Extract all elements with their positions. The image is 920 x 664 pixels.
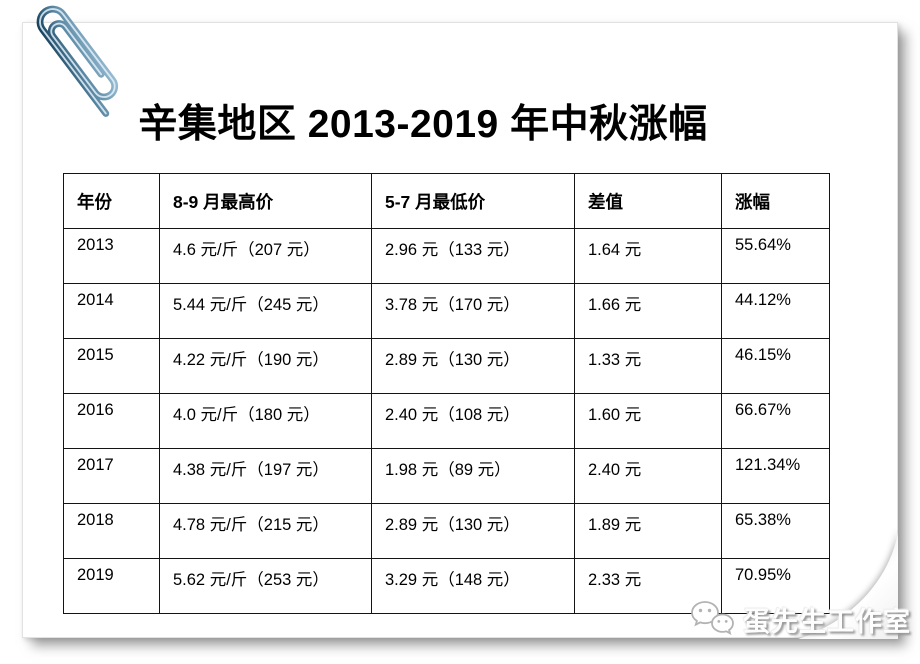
cell-diff: 2.40 元 xyxy=(574,448,722,504)
table-row: 2017 4.38 元/斤（197 元） 1.98 元（89 元） 2.40 元… xyxy=(63,448,830,504)
cell-year: 2018 xyxy=(63,503,160,559)
cell-high: 5.44 元/斤（245 元） xyxy=(159,283,372,339)
cell-pct: 55.64% xyxy=(721,228,830,284)
col-header-difference: 差值 xyxy=(574,173,722,229)
table-row: 2014 5.44 元/斤（245 元） 3.78 元（170 元） 1.66 … xyxy=(63,283,830,339)
wechat-chat-bubbles-icon xyxy=(691,601,734,635)
cell-low: 2.89 元（130 元） xyxy=(371,503,575,559)
cell-year: 2014 xyxy=(63,283,160,339)
cell-low: 2.89 元（130 元） xyxy=(371,338,575,394)
cell-low: 2.40 元（108 元） xyxy=(371,393,575,449)
cell-low: 2.96 元（133 元） xyxy=(371,228,575,284)
cell-pct: 46.15% xyxy=(721,338,830,394)
cell-high: 4.78 元/斤（215 元） xyxy=(159,503,372,559)
col-header-increase: 涨幅 xyxy=(721,173,830,229)
cell-low: 1.98 元（89 元） xyxy=(371,448,575,504)
cell-pct: 65.38% xyxy=(721,503,830,559)
cell-high: 4.6 元/斤（207 元） xyxy=(159,228,372,284)
cell-high: 4.0 元/斤（180 元） xyxy=(159,393,372,449)
col-header-may-jul-low: 5-7 月最低价 xyxy=(371,173,575,229)
table-row: 2015 4.22 元/斤（190 元） 2.89 元（130 元） 1.33 … xyxy=(63,338,830,394)
cell-year: 2015 xyxy=(63,338,160,394)
cell-pct: 44.12% xyxy=(721,283,830,339)
cell-diff: 1.60 元 xyxy=(574,393,722,449)
price-table: 年份 8-9 月最高价 5-7 月最低价 差值 涨幅 2013 4.6 元/斤（… xyxy=(63,173,830,614)
col-header-aug-sep-high: 8-9 月最高价 xyxy=(159,173,372,229)
cell-diff: 1.64 元 xyxy=(574,228,722,284)
cell-year: 2019 xyxy=(63,558,160,614)
cell-year: 2016 xyxy=(63,393,160,449)
paper-sheet: 辛集地区 2013-2019 年中秋涨幅 年份 8-9 月最高价 5-7 月最低… xyxy=(22,22,910,639)
cell-diff: 1.66 元 xyxy=(574,283,722,339)
page-title: 辛集地区 2013-2019 年中秋涨幅 xyxy=(138,103,708,146)
cell-year: 2013 xyxy=(63,228,160,284)
table-row: 2013 4.6 元/斤（207 元） 2.96 元（133 元） 1.64 元… xyxy=(63,228,830,284)
cell-pct: 121.34% xyxy=(721,448,830,504)
cell-diff: 2.33 元 xyxy=(574,558,722,614)
watermark-label: 蛋先生工作室 xyxy=(743,606,911,637)
col-header-year: 年份 xyxy=(63,173,160,229)
table-header-row: 年份 8-9 月最高价 5-7 月最低价 差值 涨幅 xyxy=(63,173,830,229)
cell-low: 3.29 元（148 元） xyxy=(371,558,575,614)
cell-pct: 66.67% xyxy=(721,393,830,449)
table-row: 2018 4.78 元/斤（215 元） 2.89 元（130 元） 1.89 … xyxy=(63,503,830,559)
cell-diff: 1.33 元 xyxy=(574,338,722,394)
watermark: 蛋先生工作室 xyxy=(689,599,911,639)
cell-year: 2017 xyxy=(63,448,160,504)
cell-high: 4.22 元/斤（190 元） xyxy=(159,338,372,394)
table-row: 2016 4.0 元/斤（180 元） 2.40 元（108 元） 1.60 元… xyxy=(63,393,830,449)
cell-low: 3.78 元（170 元） xyxy=(371,283,575,339)
cell-diff: 1.89 元 xyxy=(574,503,722,559)
table-row: 2019 5.62 元/斤（253 元） 3.29 元（148 元） 2.33 … xyxy=(63,558,830,614)
cell-high: 4.38 元/斤（197 元） xyxy=(159,448,372,504)
cell-high: 5.62 元/斤（253 元） xyxy=(159,558,372,614)
